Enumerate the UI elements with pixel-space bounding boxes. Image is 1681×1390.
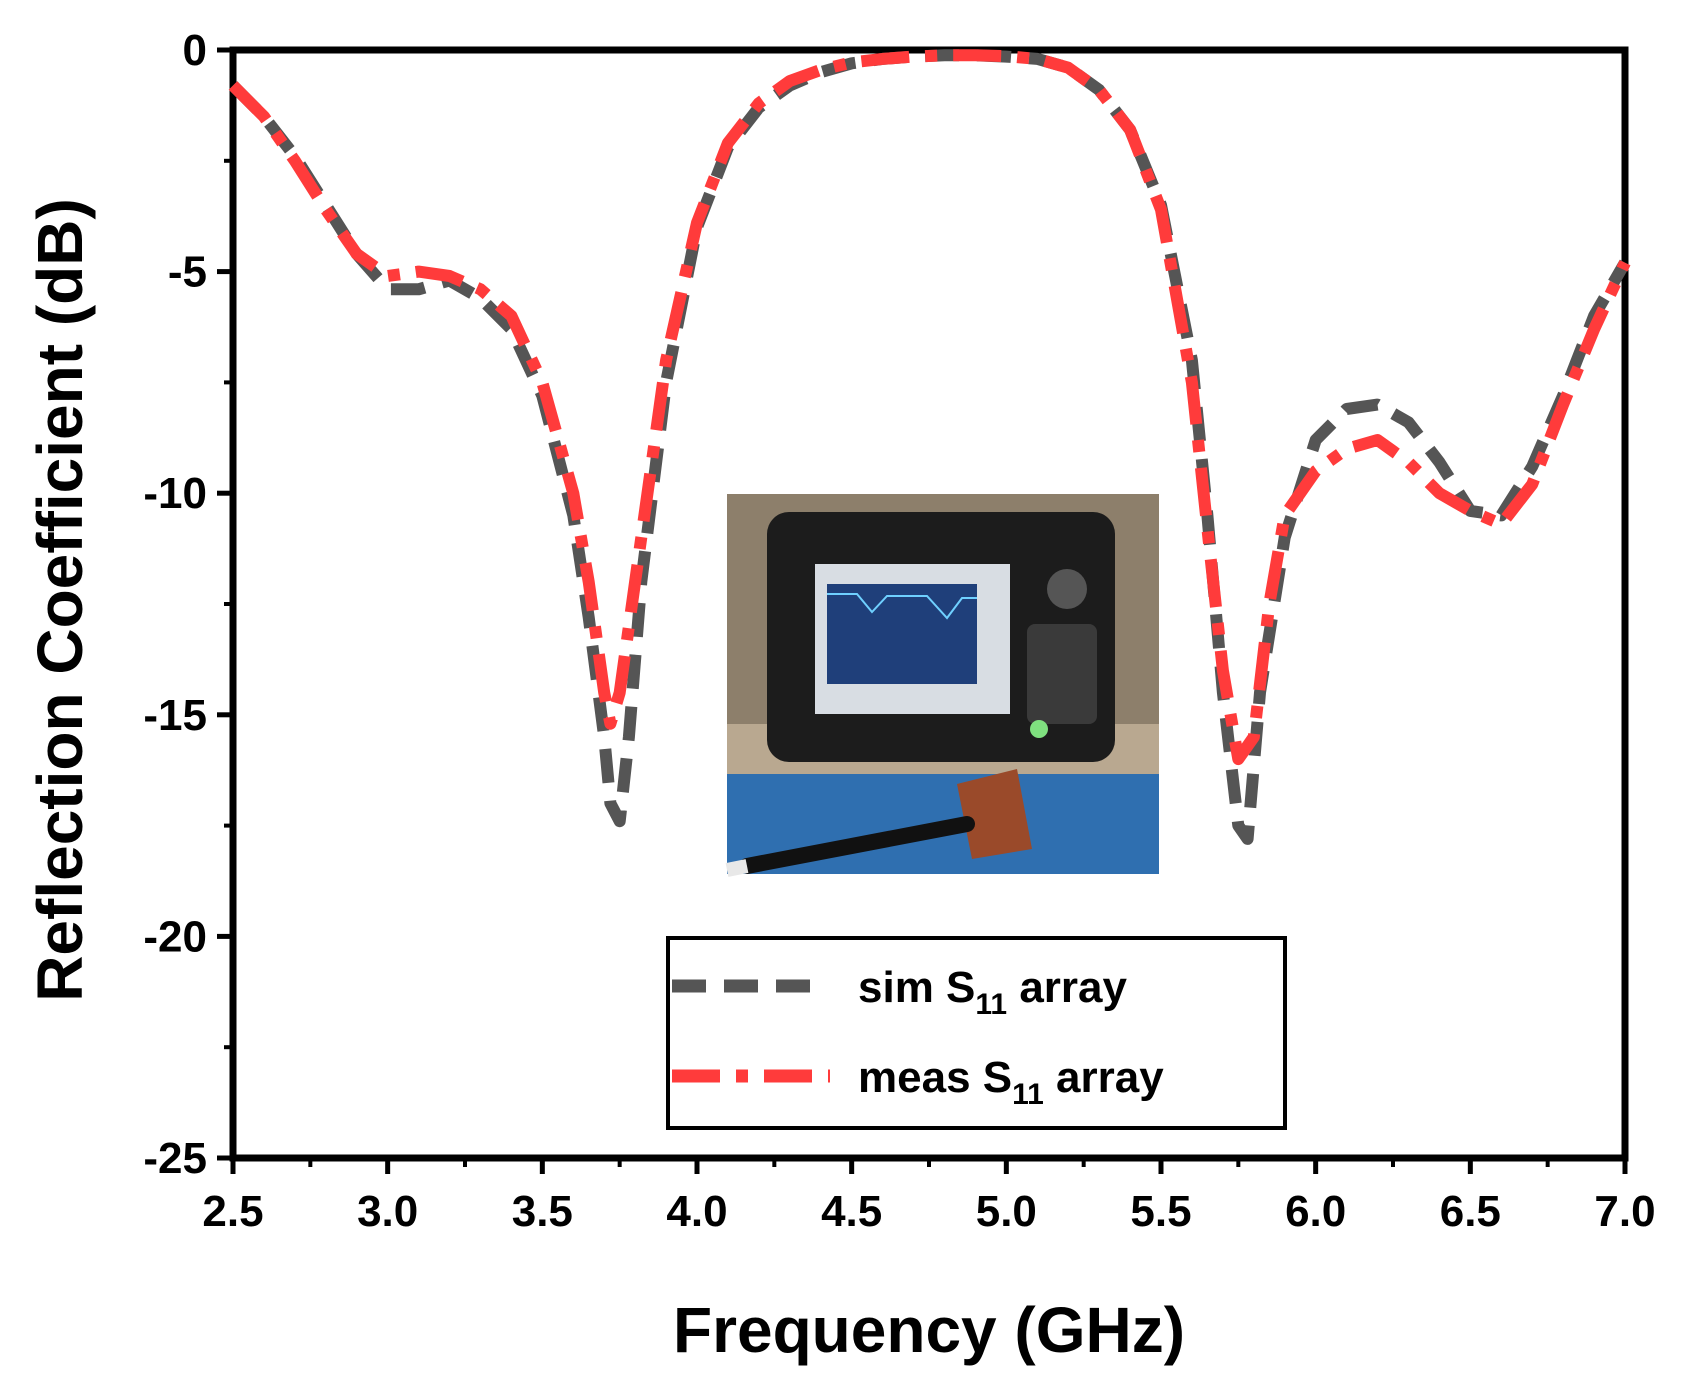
x-tick-label: 3.0: [357, 1187, 418, 1236]
test-cable: [739, 816, 975, 874]
y-tick-label: -5: [168, 248, 207, 297]
series-layer: [228, 49, 1631, 845]
y-axis-title: Reflection Coefficient (dB): [24, 198, 96, 1002]
x-tick-label: 4.5: [821, 1187, 882, 1236]
series-line-sim: [228, 49, 1631, 845]
x-axis-ticks: 2.5 3.0 3.5 4.0 4.5 5.0 5.5 6.0 6.5 7.0: [202, 1158, 1656, 1236]
x-tick-label: 3.5: [512, 1187, 573, 1236]
inset-photo: [725, 494, 1159, 877]
y-tick-label: -20: [143, 912, 207, 961]
test-cable-end: [725, 859, 749, 877]
x-tick-label: 5.5: [1130, 1187, 1191, 1236]
legend-label-meas: meas S11 array: [858, 1053, 1164, 1111]
y-tick-label: -25: [143, 1134, 207, 1183]
analyzer-trace: [827, 593, 977, 620]
antenna-board: [957, 769, 1032, 859]
y-tick-label: -10: [143, 469, 207, 518]
y-axis-ticks: 0 -5 -10 -15 -20 -25: [143, 26, 233, 1183]
analyzer-screen-plot: [827, 584, 977, 684]
y-tick-label: -15: [143, 691, 207, 740]
x-tick-label: 6.0: [1285, 1187, 1346, 1236]
analyzer-power-button: [1030, 720, 1048, 738]
analyzer-knob: [1047, 569, 1087, 609]
analyzer-keypad: [1027, 624, 1097, 724]
series-line-meas: [228, 49, 1631, 766]
x-tick-label: 2.5: [202, 1187, 263, 1236]
x-axis-title: Frequency (GHz): [673, 1294, 1185, 1366]
y-tick-label: 0: [183, 26, 207, 75]
legend-box: [666, 936, 1287, 1130]
legend: sim S11 array meas S11 array: [666, 936, 1287, 1130]
x-tick-label: 6.5: [1440, 1187, 1501, 1236]
x-tick-label: 7.0: [1594, 1187, 1655, 1236]
x-tick-label: 4.0: [666, 1187, 727, 1236]
legend-label-sim: sim S11 array: [858, 963, 1128, 1021]
x-tick-label: 5.0: [976, 1187, 1037, 1236]
